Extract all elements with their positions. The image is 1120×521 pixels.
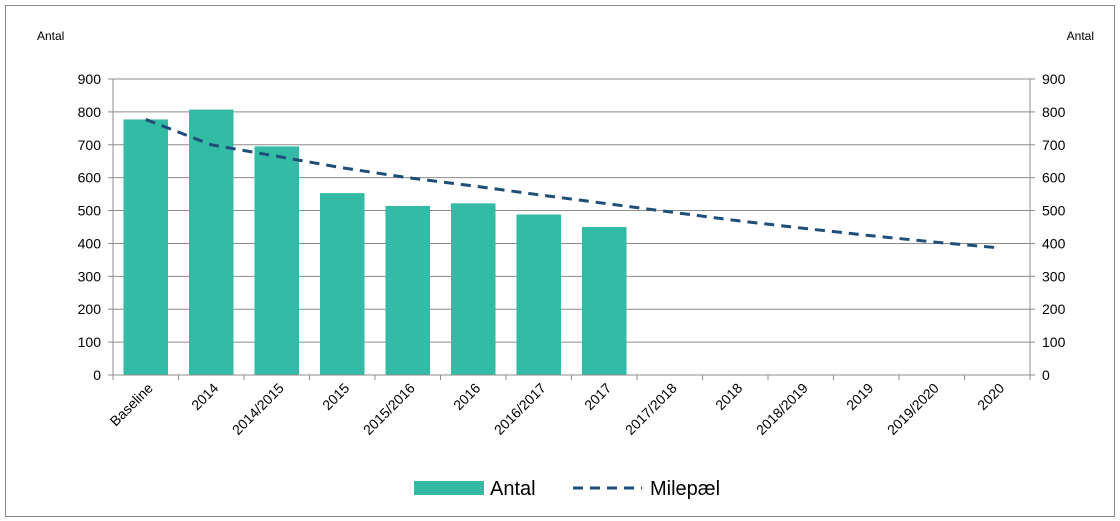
y-tick-label-right: 300 [1042,268,1066,284]
y-tick-label-right: 200 [1042,301,1066,317]
bar [254,146,300,375]
x-tick-label: 2016/2017 [491,380,549,438]
x-tick-label: 2015 [319,380,352,413]
y-tick-label-right: 700 [1042,137,1066,153]
bar [450,203,496,375]
x-tick-label: 2017/2018 [622,380,680,438]
bar [123,119,169,375]
y-tick-label-right: 400 [1042,235,1066,251]
y-tick-label-right: 900 [1042,71,1066,87]
y-tick-label-left: 100 [78,334,102,350]
y-tick-label-left: 900 [78,71,102,87]
x-tick-label: 2017 [581,380,614,413]
x-tick-label: 2018 [712,380,745,413]
x-tick-label: 2018/2019 [753,380,811,438]
y-tick-label-right: 500 [1042,203,1066,219]
y-tick-label-right: 0 [1042,367,1050,383]
bar [385,205,431,375]
x-tick-label: 2014/2015 [229,380,287,438]
x-tick-label: 2020 [974,380,1007,413]
bar [319,193,365,375]
y-axis-title-left: Antal [37,29,64,43]
legend-swatch-antal [414,481,484,495]
y-tick-label-left: 0 [93,367,101,383]
x-tick-label: 2015/2016 [360,380,418,438]
y-tick-label-left: 400 [78,235,102,251]
y-tick-label-right: 600 [1042,170,1066,186]
y-axis-title-right: Antal [1067,29,1094,43]
x-tick-label: 2019 [843,380,876,413]
y-tick-label-left: 200 [78,301,102,317]
y-tick-label-left: 300 [78,268,102,284]
y-tick-label-left: 600 [78,170,102,186]
x-tick-label: 2014 [188,380,221,413]
milestone-line [145,118,998,250]
bar [516,214,562,375]
y-tick-label-right: 100 [1042,334,1066,350]
y-tick-label-right: 800 [1042,104,1066,120]
bar [188,109,234,375]
legend-label-milepael: Milepæl [650,478,720,500]
x-tick-label: 2016 [450,380,483,413]
y-tick-label-left: 700 [78,137,102,153]
legend-label-antal: Antal [490,478,536,500]
y-tick-label-left: 800 [78,104,102,120]
bar [581,227,627,375]
x-tick-label: 2019/2020 [884,380,942,438]
x-tick-label: Baseline [107,380,156,429]
y-tick-label-left: 500 [78,203,102,219]
